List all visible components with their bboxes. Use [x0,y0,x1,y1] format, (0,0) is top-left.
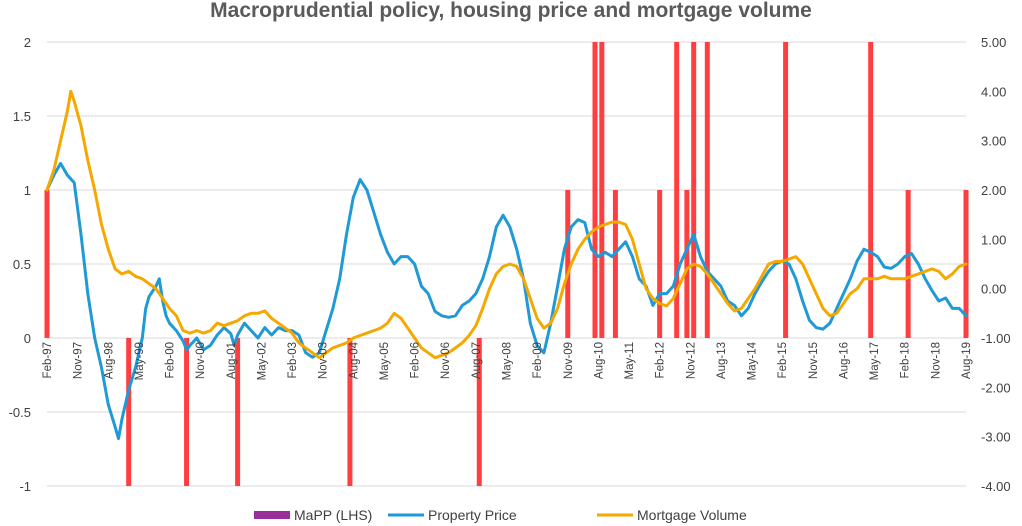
mapp-bar [476,338,482,486]
x-tick-label: May-14 [747,341,759,380]
left-tick-label: 0.5 [13,257,31,272]
x-tick-label: Feb-18 [900,342,912,378]
mapp-bar [347,338,353,486]
x-tick-label: Nov-00 [195,342,207,379]
gridlines [47,41,966,487]
mapp-bar [657,190,663,338]
legend-swatch [254,511,290,519]
x-tick-label: Feb-97 [42,342,54,378]
mapp-bar [126,338,132,486]
x-tick-label: May-02 [256,342,268,380]
left-axis-ticks: 2 1.5 1 0.5 0 -0.5 -1 [9,35,31,494]
x-tick-label: Nov-09 [563,342,575,379]
x-tick-label: Feb-06 [410,342,422,378]
left-tick-label: 1 [24,183,31,198]
right-tick-label: 5.00 [981,35,1006,50]
right-tick-label: -3.00 [981,430,1011,445]
right-tick-label: 4.00 [981,84,1006,99]
mapp-bar [592,42,598,338]
x-tick-label: Aug-13 [716,342,728,379]
mapp-bar [783,42,789,338]
legend-label: MaPP (LHS) [294,507,372,523]
x-tick-label: Aug-04 [348,341,360,379]
right-tick-label: 2.00 [981,183,1006,198]
x-tick-label: Feb-12 [655,342,667,378]
x-tick-label: Feb-03 [287,342,299,378]
x-tick-label: Nov-06 [440,342,452,379]
left-tick-label: 0 [24,331,31,346]
x-tick-label: Nov-12 [685,342,697,379]
series-lines [45,89,968,441]
right-tick-label: 3.00 [981,134,1006,149]
left-tick-label: -1 [19,479,31,494]
x-tick-label: Aug-16 [839,342,851,379]
mortgage-volume-line [45,89,968,360]
mapp-bar [691,42,697,338]
x-axis-ticks: Feb-97 Nov-97 Aug-98 May-99 Feb-00 Nov-00 Aug-… [42,341,973,380]
right-tick-label: 0.00 [981,282,1006,297]
left-tick-label: -0.5 [9,405,31,420]
chart-title: Macroprudential policy, housing price an… [210,0,812,22]
x-tick-label: Feb-15 [777,342,789,378]
x-tick-label: Nov-15 [808,342,820,379]
mapp-bar [905,190,911,338]
x-tick-label: May-08 [502,342,514,380]
x-tick-label: May-99 [134,342,146,380]
mapp-bar [599,42,605,338]
mapp-bar [612,190,618,338]
x-tick-label: Nov-03 [318,342,330,379]
mapp-bar [565,190,571,338]
x-tick-label: Feb-09 [532,342,544,378]
x-tick-label: May-11 [624,342,636,380]
right-tick-label: 1.00 [981,232,1006,247]
legend-label: Mortgage Volume [637,507,747,523]
x-tick-label: Aug-07 [471,342,483,379]
mapp-bar [44,190,50,338]
right-axis-ticks: 5.00 4.00 3.00 2.00 1.00 0.00 -1.00 -2.00 -3.00 -… [981,35,1011,494]
x-tick-label: Nov-97 [73,342,85,379]
legend-label: Property Price [428,507,517,523]
x-tick-label: May-17 [869,342,881,380]
x-tick-label: Aug-19 [961,342,973,379]
x-tick-label: Aug-98 [103,342,115,379]
x-tick-label: Aug-10 [593,342,605,379]
x-tick-label: Nov-18 [930,342,942,379]
left-tick-label: 2 [24,35,31,50]
x-tick-label: Aug-01 [226,342,238,379]
x-tick-label: Feb-00 [165,342,177,378]
left-tick-label: 1.5 [13,109,31,124]
legend: MaPP (LHS) Property Price Mortgage Volume [254,507,747,523]
mapp-bar [235,338,241,486]
property-price-line [45,161,968,441]
right-tick-label: -1.00 [981,331,1011,346]
mapp-bar [868,42,874,338]
mapp-bar [674,42,680,338]
mapp-bar [184,338,190,486]
right-tick-label: -2.00 [981,380,1011,395]
right-tick-label: -4.00 [981,479,1011,494]
x-tick-label: May-05 [379,342,391,380]
mapp-bar [704,42,710,338]
mapp-bar [684,190,690,338]
